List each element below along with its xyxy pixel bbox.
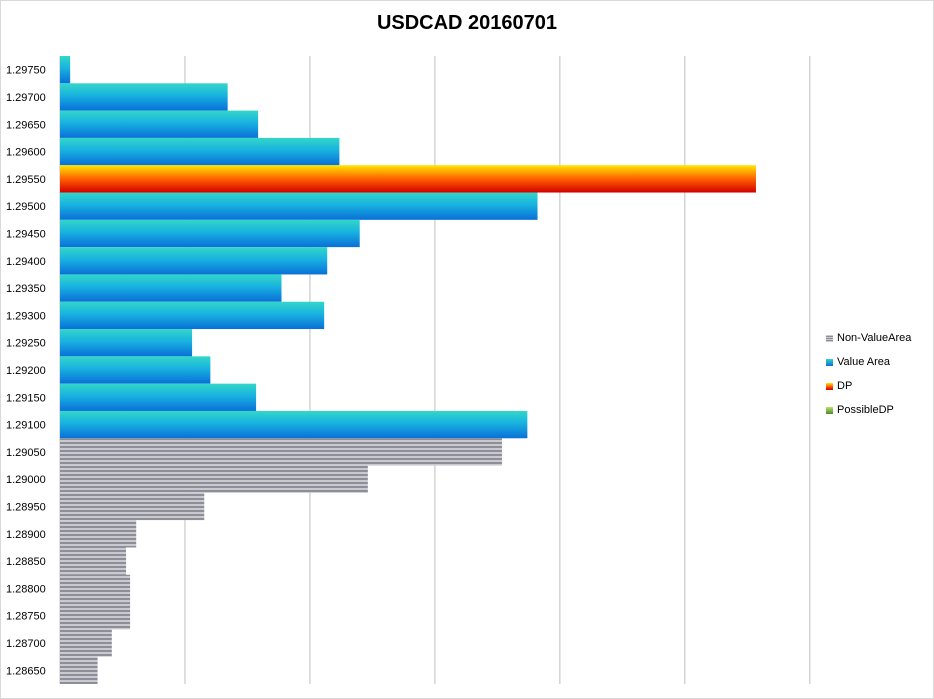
bar-1.29700 bbox=[60, 83, 228, 111]
bar-1.28900 bbox=[60, 520, 137, 548]
y-tick-label-1.29700: 1.29700 bbox=[6, 92, 46, 104]
y-tick-label-1.28800: 1.28800 bbox=[6, 583, 46, 595]
legend-swatch-possibledp bbox=[826, 406, 833, 414]
y-tick-label-1.29250: 1.29250 bbox=[6, 338, 46, 350]
legend-item-value: Value Area bbox=[826, 350, 911, 374]
y-tick-label-1.29300: 1.29300 bbox=[6, 310, 46, 322]
bar-1.28650 bbox=[60, 656, 98, 684]
bar-1.28700 bbox=[60, 629, 112, 657]
bars bbox=[60, 56, 756, 684]
y-axis-ticks: 1.29750 1.29700 1.29650 1.29600 1.29550 1.295… bbox=[6, 65, 46, 678]
y-tick-label-1.28850: 1.28850 bbox=[6, 556, 46, 568]
y-tick-label-1.28700: 1.28700 bbox=[6, 638, 46, 650]
bar-1.28850 bbox=[60, 547, 127, 575]
bar-1.28950 bbox=[60, 492, 205, 521]
y-tick-label-1.29550: 1.29550 bbox=[6, 174, 46, 186]
bar-1.29450 bbox=[60, 219, 360, 248]
y-tick-label-1.29650: 1.29650 bbox=[6, 119, 46, 131]
bar-1.28800 bbox=[60, 574, 131, 603]
y-tick-label-1.29150: 1.29150 bbox=[6, 392, 46, 404]
legend-item-possibledp: PossibleDP bbox=[826, 398, 911, 422]
y-tick-label-1.28750: 1.28750 bbox=[6, 611, 46, 623]
bar-1.29400 bbox=[60, 247, 328, 275]
y-tick-label-1.28650: 1.28650 bbox=[6, 665, 46, 677]
bar-1.29600 bbox=[60, 137, 340, 166]
bar-1.29650 bbox=[60, 110, 259, 138]
bar-1.29350 bbox=[60, 274, 282, 302]
legend: Non-ValueArea Value Area DP PossibleDP bbox=[826, 326, 911, 422]
legend-label-value: Value Area bbox=[837, 356, 891, 368]
bar-1.29750 bbox=[60, 56, 71, 84]
y-tick-label-1.29600: 1.29600 bbox=[6, 147, 46, 159]
y-tick-label-1.29050: 1.29050 bbox=[6, 447, 46, 459]
bar-1.29150 bbox=[60, 383, 257, 411]
bar-1.29050 bbox=[60, 438, 502, 466]
legend-swatch-value bbox=[826, 358, 833, 366]
y-tick-label-1.29500: 1.29500 bbox=[6, 201, 46, 213]
legend-label-possibledp: PossibleDP bbox=[837, 404, 894, 416]
legend-label-nonvalue: Non-ValueArea bbox=[837, 332, 912, 344]
bar-1.29000 bbox=[60, 465, 368, 493]
y-tick-label-1.29400: 1.29400 bbox=[6, 256, 46, 268]
y-tick-label-1.28900: 1.28900 bbox=[6, 529, 46, 541]
legend-item-dp: DP bbox=[826, 374, 911, 398]
bar-1.29200 bbox=[60, 356, 211, 384]
chart-title: USDCAD 20160701 bbox=[376, 12, 558, 34]
y-tick-label-1.29200: 1.29200 bbox=[6, 365, 46, 377]
bar-1.29300 bbox=[60, 301, 325, 330]
legend-swatch-nonvalue bbox=[826, 334, 833, 342]
legend-label-dp: DP bbox=[837, 380, 853, 392]
legend-swatch-dp bbox=[826, 382, 833, 390]
y-tick-label-1.29350: 1.29350 bbox=[6, 283, 46, 295]
bar-1.29100 bbox=[60, 410, 528, 439]
y-tick-label-1.29450: 1.29450 bbox=[6, 228, 46, 240]
y-tick-label-1.29000: 1.29000 bbox=[6, 474, 46, 486]
legend-item-nonvalue: Non-ValueArea bbox=[826, 326, 911, 350]
y-tick-label-1.29100: 1.29100 bbox=[6, 420, 46, 432]
bar-1.28750 bbox=[60, 602, 131, 630]
bar-1.29500 bbox=[60, 192, 538, 220]
y-tick-label-1.29750: 1.29750 bbox=[6, 65, 46, 77]
bar-1.29250 bbox=[60, 329, 193, 357]
bar-1.29550 bbox=[60, 165, 756, 193]
y-tick-label-1.28950: 1.28950 bbox=[6, 502, 46, 514]
